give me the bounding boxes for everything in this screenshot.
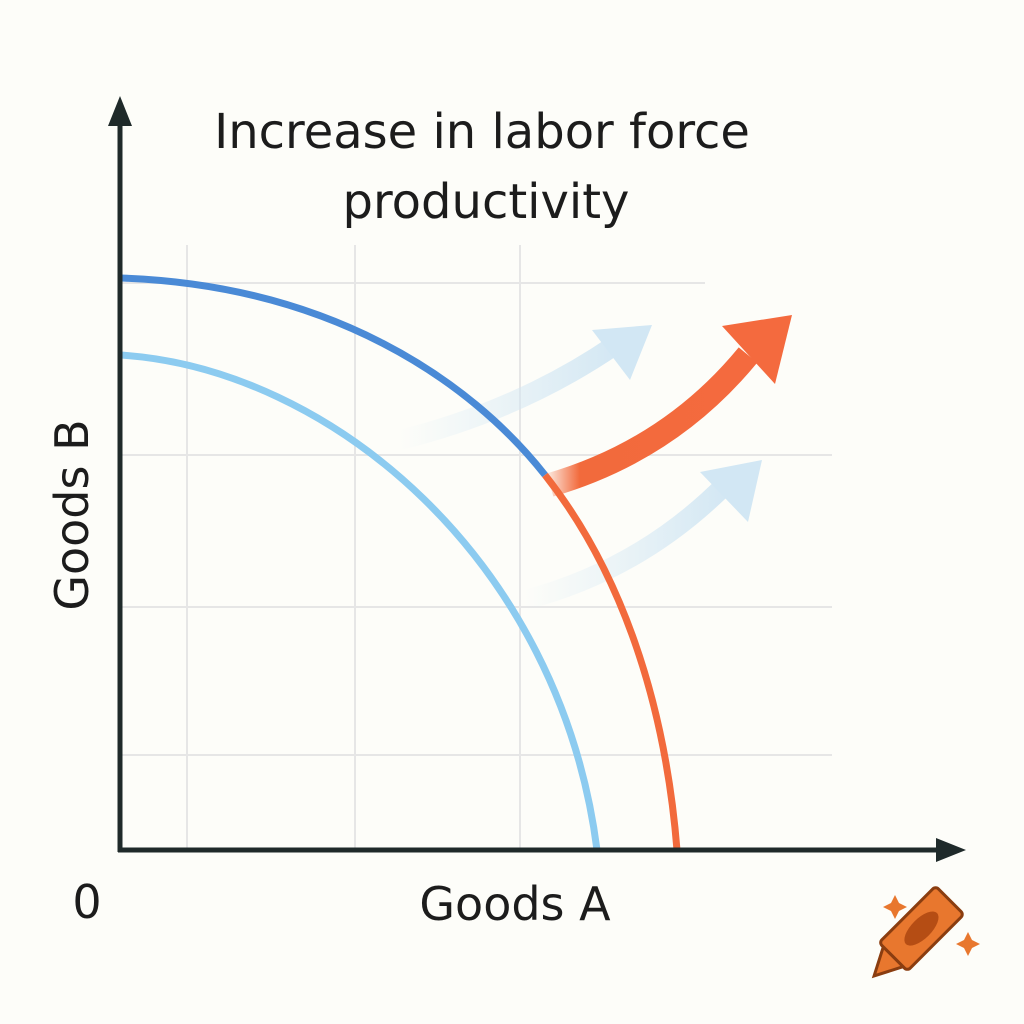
shift-arrow-head bbox=[722, 315, 792, 384]
shift-arrows-faint bbox=[397, 325, 762, 610]
crayon-icon bbox=[871, 886, 964, 979]
faint-arrow-head bbox=[592, 325, 652, 380]
sparkle bbox=[956, 932, 980, 956]
new-ppf-lower bbox=[542, 472, 681, 851]
sparkle bbox=[883, 895, 907, 919]
origin-label: 0 bbox=[72, 875, 101, 929]
original-ppf bbox=[119, 351, 601, 851]
crayon-label bbox=[904, 911, 939, 946]
axes bbox=[108, 96, 966, 862]
faint-arrow bbox=[397, 336, 621, 450]
shift-arrow bbox=[546, 347, 758, 497]
faint-arrow bbox=[522, 477, 733, 610]
y-axis-arrow bbox=[108, 96, 132, 126]
new-ppf-upper bbox=[119, 274, 548, 478]
x-axis-arrow bbox=[936, 838, 966, 862]
crayon-tip bbox=[871, 944, 906, 979]
faint-arrow-head bbox=[700, 460, 762, 522]
y-axis-label: Goods B bbox=[45, 419, 99, 610]
title-line: Increase in labor force bbox=[214, 104, 750, 160]
grid bbox=[120, 245, 832, 850]
x-axis-label: Goods A bbox=[419, 877, 611, 931]
title-line: productivity bbox=[343, 174, 630, 230]
